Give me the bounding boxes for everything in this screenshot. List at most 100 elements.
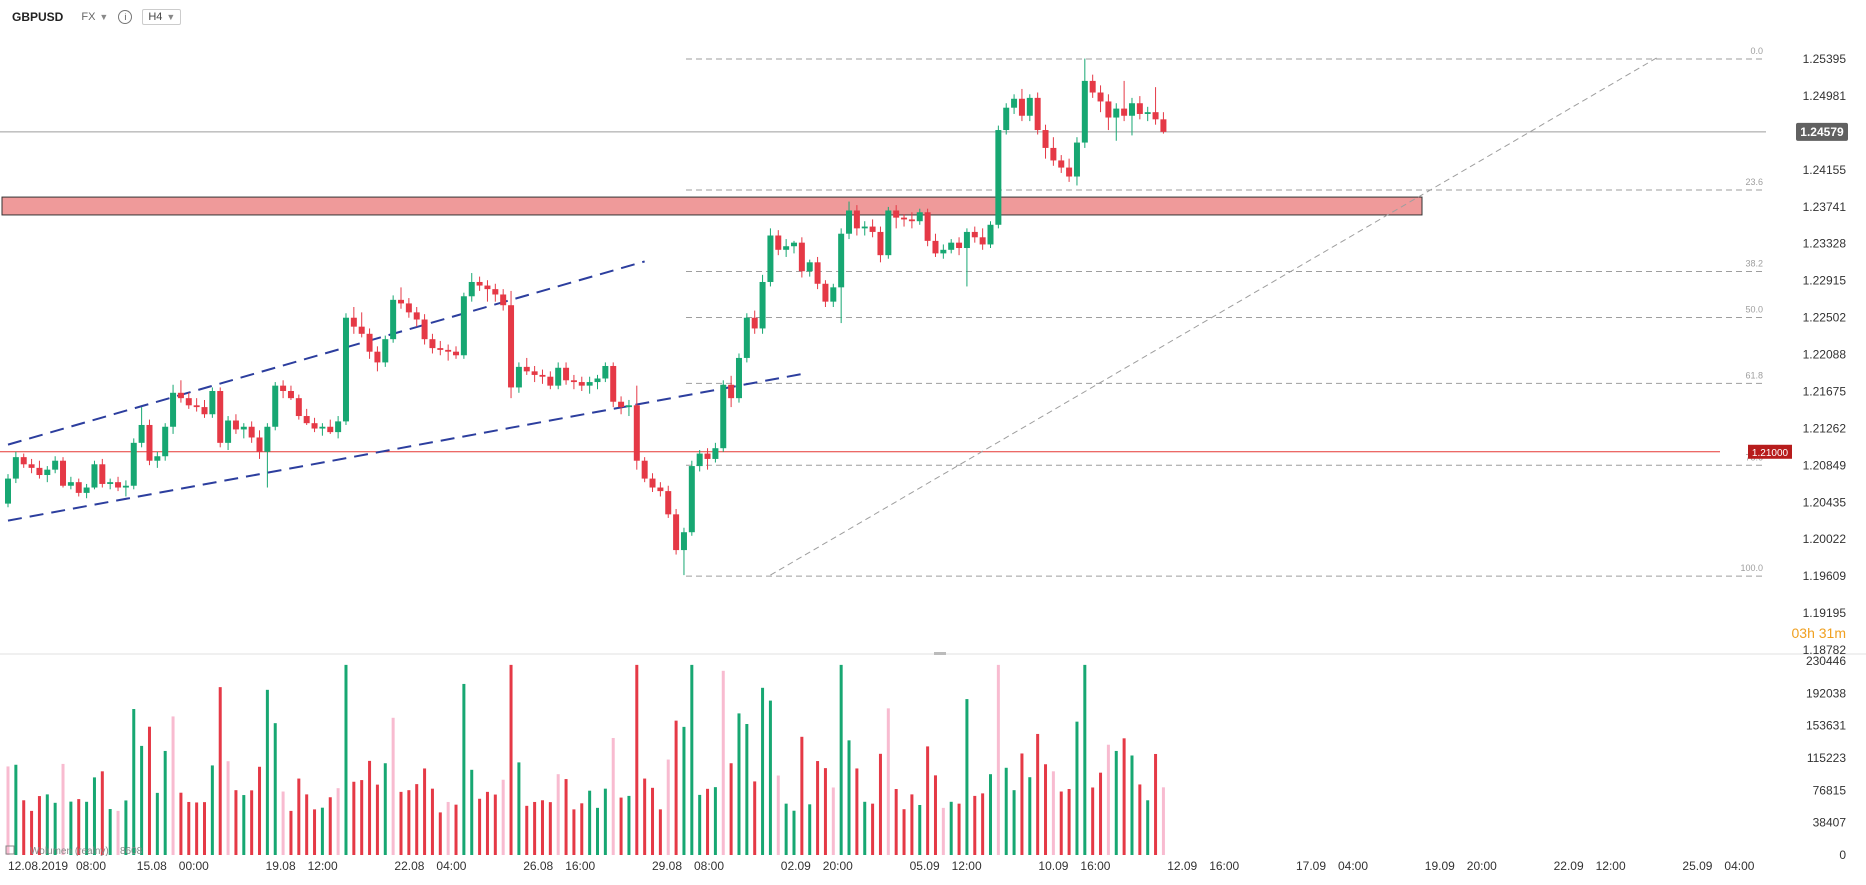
- candle-body[interactable]: [468, 281, 475, 297]
- candle-body[interactable]: [256, 437, 263, 452]
- candle-body[interactable]: [201, 407, 208, 415]
- candle-body[interactable]: [162, 426, 169, 457]
- candle-body[interactable]: [940, 249, 947, 254]
- candle-body[interactable]: [382, 339, 389, 363]
- candle-body[interactable]: [1121, 108, 1128, 116]
- candle-body[interactable]: [1050, 147, 1057, 161]
- panel-resize-handle[interactable]: [934, 652, 946, 655]
- candle-body[interactable]: [67, 482, 74, 486]
- candle-body[interactable]: [437, 348, 444, 350]
- candle-body[interactable]: [798, 242, 805, 272]
- candle-body[interactable]: [1026, 97, 1033, 116]
- candle-body[interactable]: [445, 349, 452, 352]
- candle-body[interactable]: [421, 319, 428, 340]
- candle-body[interactable]: [83, 487, 90, 493]
- candle-body[interactable]: [1042, 130, 1049, 148]
- candle-body[interactable]: [36, 467, 43, 476]
- candle-body[interactable]: [822, 283, 829, 302]
- candle-body[interactable]: [641, 460, 648, 479]
- candle-body[interactable]: [177, 392, 184, 399]
- candle-body[interactable]: [60, 460, 67, 486]
- candle-body[interactable]: [1003, 107, 1010, 131]
- candle-body[interactable]: [531, 371, 538, 375]
- symbol-label[interactable]: GBPUSD: [12, 10, 64, 24]
- candle-body[interactable]: [1058, 160, 1065, 168]
- candle-body[interactable]: [539, 374, 546, 377]
- candle-body[interactable]: [783, 246, 790, 250]
- candle-body[interactable]: [586, 382, 593, 386]
- candle-body[interactable]: [963, 231, 970, 249]
- candle-body[interactable]: [453, 351, 460, 356]
- candle-body[interactable]: [877, 231, 884, 256]
- candle-body[interactable]: [956, 242, 963, 249]
- candle-body[interactable]: [122, 485, 129, 488]
- candle-body[interactable]: [193, 405, 200, 408]
- candle-body[interactable]: [523, 366, 530, 372]
- candle-body[interactable]: [232, 420, 239, 430]
- candle-body[interactable]: [264, 426, 271, 452]
- candle-body[interactable]: [1136, 103, 1143, 114]
- candle-body[interactable]: [618, 401, 625, 408]
- timeframe-selector[interactable]: H4 ▼: [142, 9, 182, 25]
- candle-body[interactable]: [1105, 101, 1112, 118]
- candle-body[interactable]: [12, 457, 19, 479]
- candle-body[interactable]: [712, 448, 719, 459]
- candle-body[interactable]: [908, 219, 915, 222]
- candle-body[interactable]: [350, 317, 357, 327]
- candle-body[interactable]: [971, 231, 978, 238]
- candle-body[interactable]: [625, 405, 632, 408]
- candle-body[interactable]: [555, 367, 562, 386]
- candle-body[interactable]: [610, 365, 617, 402]
- candle-body[interactable]: [398, 299, 404, 304]
- candle-body[interactable]: [508, 305, 515, 388]
- candle-body[interactable]: [335, 421, 342, 433]
- candle-body[interactable]: [649, 478, 656, 488]
- candle-body[interactable]: [735, 357, 742, 399]
- candle-body[interactable]: [185, 398, 192, 406]
- candle-body[interactable]: [932, 240, 939, 254]
- info-circle-icon[interactable]: i: [118, 10, 133, 24]
- candle-body[interactable]: [107, 482, 114, 484]
- candle-body[interactable]: [987, 224, 994, 245]
- candle-body[interactable]: [995, 130, 1002, 225]
- candle-body[interactable]: [1113, 108, 1120, 118]
- candle-body[interactable]: [885, 210, 892, 256]
- candle-body[interactable]: [791, 242, 797, 247]
- candle-body[interactable]: [720, 384, 727, 449]
- candle-body[interactable]: [327, 426, 334, 433]
- candle-body[interactable]: [688, 466, 695, 533]
- candle-body[interactable]: [743, 317, 750, 358]
- candle-body[interactable]: [673, 514, 680, 551]
- candle-body[interactable]: [1152, 112, 1159, 120]
- candle-body[interactable]: [115, 482, 122, 488]
- candle-body[interactable]: [44, 469, 51, 476]
- candle-body[interactable]: [99, 464, 106, 484]
- candle-body[interactable]: [547, 376, 554, 386]
- candle-body[interactable]: [846, 210, 853, 234]
- candle-body[interactable]: [979, 237, 986, 245]
- candle-body[interactable]: [52, 460, 59, 470]
- collapse-icon[interactable]: [5, 845, 15, 855]
- candle-body[interactable]: [311, 423, 318, 429]
- candle-body[interactable]: [248, 426, 255, 438]
- candle-body[interactable]: [366, 333, 373, 352]
- candle-body[interactable]: [775, 235, 782, 250]
- candle-body[interactable]: [374, 351, 381, 363]
- candle-body[interactable]: [170, 392, 177, 427]
- candle-body[interactable]: [806, 262, 813, 272]
- candle-body[interactable]: [924, 212, 931, 241]
- candle-body[interactable]: [680, 532, 687, 551]
- candle-body[interactable]: [916, 212, 923, 222]
- candle-body[interactable]: [342, 317, 349, 422]
- candle-body[interactable]: [138, 424, 145, 443]
- candle-body[interactable]: [484, 285, 491, 290]
- candle-body[interactable]: [358, 326, 365, 334]
- candle-body[interactable]: [319, 426, 326, 429]
- candle-body[interactable]: [1034, 97, 1041, 131]
- candle-body[interactable]: [476, 281, 483, 286]
- candle-body[interactable]: [295, 398, 302, 417]
- candle-body[interactable]: [1073, 142, 1080, 177]
- candle-body[interactable]: [280, 385, 287, 392]
- candle-body[interactable]: [390, 299, 397, 340]
